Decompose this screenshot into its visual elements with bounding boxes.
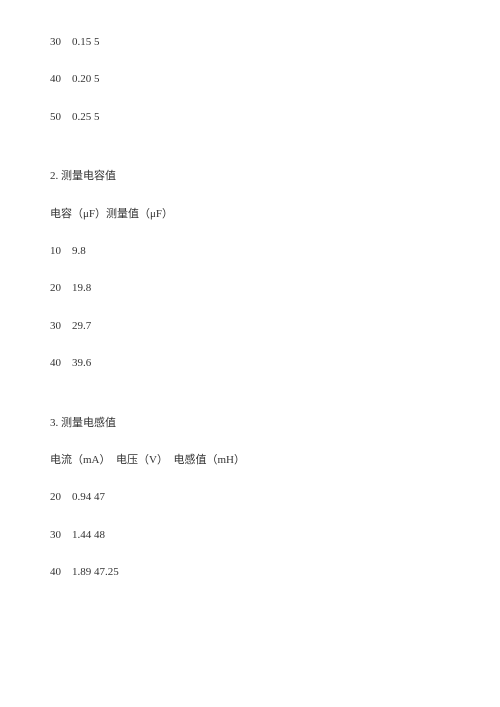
data-row: 40 0.20 5: [50, 72, 450, 87]
col3: 5: [94, 73, 100, 85]
section3: 3. 测量电感值 电流（mA） 电压（V） 电感值（mH） 20 0.94 47…: [50, 416, 450, 581]
col3: 48: [94, 529, 105, 541]
gap: [50, 147, 450, 169]
col3: 5: [94, 111, 100, 123]
col2: 9.8: [72, 245, 86, 257]
col1: 40: [50, 566, 61, 578]
data-row: 30 0.15 5: [50, 35, 450, 50]
col2: 0.15: [72, 36, 91, 48]
data-row: 50 0.25 5: [50, 110, 450, 125]
col1: 10: [50, 245, 61, 257]
section3-title: 3. 测量电感值: [50, 416, 450, 431]
section2-header: 电容（μF）测量值（μF）: [50, 207, 450, 222]
data-row: 30 1.44 48: [50, 528, 450, 543]
col3: 5: [94, 36, 100, 48]
col2: 0.20: [72, 73, 91, 85]
data-row: 40 39.6: [50, 356, 450, 371]
col1: 30: [50, 320, 61, 332]
data-row: 10 9.8: [50, 244, 450, 259]
col2: 29.7: [72, 320, 91, 332]
col3: 47: [94, 491, 105, 503]
data-row: 20 19.8: [50, 281, 450, 296]
col1: 50: [50, 111, 61, 123]
gap: [50, 394, 450, 416]
col1: 20: [50, 282, 61, 294]
section2-title: 2. 测量电容值: [50, 169, 450, 184]
col2: 1.89: [72, 566, 91, 578]
data-row: 40 1.89 47.25: [50, 565, 450, 580]
col1: 30: [50, 36, 61, 48]
col2: 19.8: [72, 282, 91, 294]
data-row: 20 0.94 47: [50, 490, 450, 505]
col2: 0.94: [72, 491, 91, 503]
col1: 30: [50, 529, 61, 541]
col1: 20: [50, 491, 61, 503]
data-row: 30 29.7: [50, 319, 450, 334]
col2: 1.44: [72, 529, 91, 541]
col1: 40: [50, 73, 61, 85]
col1: 40: [50, 357, 61, 369]
section2: 2. 测量电容值 电容（μF）测量值（μF） 10 9.8 20 19.8 30…: [50, 169, 450, 371]
col3: 47.25: [94, 566, 119, 578]
section1-data: 30 0.15 5 40 0.20 5 50 0.25 5: [50, 35, 450, 125]
col2: 39.6: [72, 357, 91, 369]
section3-header: 电流（mA） 电压（V） 电感值（mH）: [50, 453, 450, 468]
col2: 0.25: [72, 111, 91, 123]
